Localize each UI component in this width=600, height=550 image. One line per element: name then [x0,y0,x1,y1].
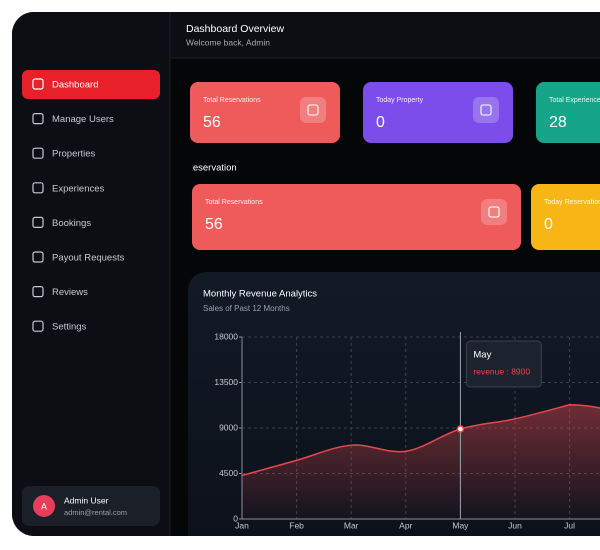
stat-card [192,184,521,250]
chart-title: Monthly Revenue Analytics [203,289,317,300]
user-avatar [33,495,55,517]
stat-card-title: Today Reservations [544,199,600,206]
nav-label: Properties [52,149,96,160]
app: Dashboard Overview Welcome back, Admin A… [12,12,600,536]
x-tick-label: Apr [399,520,412,530]
nav-label: Payout Requests [52,253,125,264]
x-tick-label: May [452,520,469,530]
revenue-line [241,403,600,477]
user-email: admin@rental.com [64,508,127,517]
x-tick-label: Feb [289,520,304,530]
stat-card-icon-glyph [307,104,319,116]
stat-card-icon-glyph [480,104,492,116]
header-subtitle: Welcome back, Admin [186,37,270,47]
nav-active-bg[interactable] [22,70,160,99]
y-tick-label: 18000 [214,331,238,341]
nav-label: Dashboard [52,80,98,91]
nav-label: Manage Users [52,114,114,125]
user-name: Admin User [64,495,109,505]
stat-card [363,82,513,143]
stat-card-icon [473,97,499,123]
stat-card [536,82,600,143]
revenue-area [242,404,600,519]
sidebar [12,12,170,536]
x-tick-label: Mar [344,520,359,530]
header-title: Dashboard Overview [186,23,284,35]
y-tick-label: 0 [233,513,238,523]
tooltip-value: revenue : 8900 [473,366,530,376]
stat-card-value: 28 [549,114,567,131]
stat-card-title: Total Reservations [203,97,261,104]
header-bar [171,12,600,58]
stat-card [190,82,340,143]
stat-card-title: Total Experiences [549,97,600,104]
stat-card-title: Total Reservations [205,199,263,206]
nav-icon [32,112,44,125]
stat-card-value: 0 [544,216,553,233]
nav-label: Bookings [52,218,91,229]
user-card[interactable] [22,486,160,526]
nav-icon [32,320,44,332]
stat-card-value: 56 [203,114,221,131]
user-initial: A [41,501,47,511]
y-tick-label: 9000 [219,422,238,432]
stat-card [531,184,600,250]
tooltip-category: May [473,350,491,361]
nav-icon [32,182,44,194]
nav-label: Experiences [52,183,105,194]
nav-label: Settings [52,322,87,333]
nav-label: Reviews [52,287,88,298]
y-tick-label: 4500 [219,468,238,478]
y-tick-label: 13500 [214,377,238,387]
nav-icon [32,147,44,159]
stat-card-icon [481,199,507,225]
x-tick-label: Jan [235,520,249,530]
tooltip-box [465,340,542,388]
tooltip-point [456,425,465,433]
stat-card-title: Today Property [376,97,424,104]
chart-subtitle: Sales of Past 12 Months [203,304,290,313]
stat-card-value: 56 [205,216,223,233]
nav-icon [32,251,44,263]
nav-icon [32,216,44,228]
stat-card-icon [300,97,326,123]
nav-icon [32,286,44,298]
x-tick-label: Jun [508,520,522,530]
stat-card-value: 0 [376,114,385,131]
stat-card-icon-glyph [488,206,500,218]
nav-icon [32,78,44,90]
x-tick-label: Jul [564,520,575,530]
chart-plot: 0 4500 9000 13500 18000 Jan Feb Mar Apr May Jun Jul… [214,331,600,530]
section-label: Reservation [186,163,237,174]
